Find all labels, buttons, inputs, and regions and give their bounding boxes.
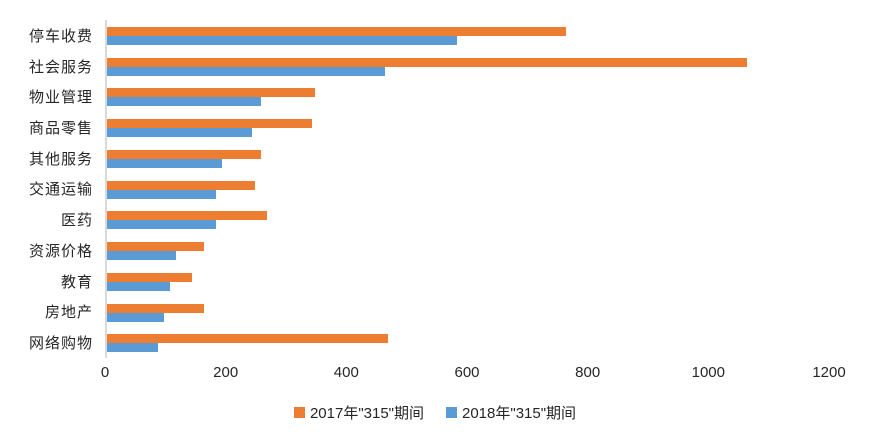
bar-2018: [107, 343, 159, 353]
bar-2018: [107, 66, 385, 76]
bar-2017: [107, 272, 192, 282]
x-tick-label: 1200: [812, 364, 846, 381]
bar-2017: [107, 149, 261, 159]
legend-swatch-2017: [293, 407, 305, 418]
legend-item-2017: 2017年"315"期间: [293, 402, 424, 423]
legend-label-2017: 2017年"315"期间: [309, 405, 424, 422]
category-label: 物业管理: [28, 89, 93, 107]
category-label: 交通运输: [28, 181, 93, 199]
bar-2017: [107, 334, 388, 344]
category-label: 房地产: [44, 304, 93, 322]
x-tick-label: 1000: [691, 364, 725, 381]
category-row: [107, 51, 831, 82]
bar-2017: [107, 88, 316, 98]
category-label: 停车收费: [28, 27, 93, 45]
bar-2018: [107, 251, 177, 261]
x-tick-label: 400: [333, 364, 359, 381]
bar-2018: [107, 158, 222, 168]
category-label: 社会服务: [28, 58, 93, 76]
legend-item-2018: 2018年"315"期间: [446, 402, 576, 423]
category-row: [107, 20, 831, 51]
bar-2018: [107, 281, 171, 291]
category-axis: 停车收费社会服务物业管理商品零售其他服务交通运输医药资源价格教育房地产网络购物: [0, 20, 99, 358]
category-row: [107, 327, 831, 358]
bar-2017: [107, 242, 204, 252]
x-tick-label: 800: [575, 364, 601, 381]
bar-2017: [107, 211, 267, 221]
category-row: [107, 81, 831, 112]
category-label: 其他服务: [28, 150, 93, 168]
bar-2018: [107, 220, 216, 230]
bar-2018: [107, 36, 457, 45]
bar-2017: [107, 119, 313, 129]
bar-2018: [107, 128, 252, 138]
x-tick-label: 200: [213, 364, 239, 381]
category-label: 教育: [60, 273, 93, 291]
category-row: [107, 235, 831, 266]
x-tick-label: 0: [100, 364, 110, 381]
category-label: 医药: [60, 212, 93, 230]
bar-2018: [107, 189, 216, 199]
category-row: [107, 143, 831, 174]
legend-label-2018: 2018年"315"期间: [462, 405, 577, 422]
plot-area: [105, 20, 831, 358]
bar-2018: [107, 97, 261, 107]
bar-2018: [107, 312, 165, 322]
category-row: [107, 174, 831, 205]
bar-2017: [107, 27, 566, 36]
category-label: 商品零售: [28, 120, 93, 138]
category-row: [107, 297, 831, 328]
category-label: 资源价格: [28, 242, 93, 260]
bar-2017: [107, 180, 255, 190]
bar-2017: [107, 57, 747, 67]
legend: 2017年"315"期间 2018年"315"期间: [0, 402, 870, 423]
x-tick-label: 600: [454, 364, 480, 381]
legend-swatch-2018: [446, 407, 457, 418]
category-row: [107, 204, 831, 235]
category-row: [107, 266, 831, 297]
bar-2017: [107, 303, 204, 313]
category-label: 网络购物: [28, 335, 93, 353]
category-row: [107, 112, 831, 143]
